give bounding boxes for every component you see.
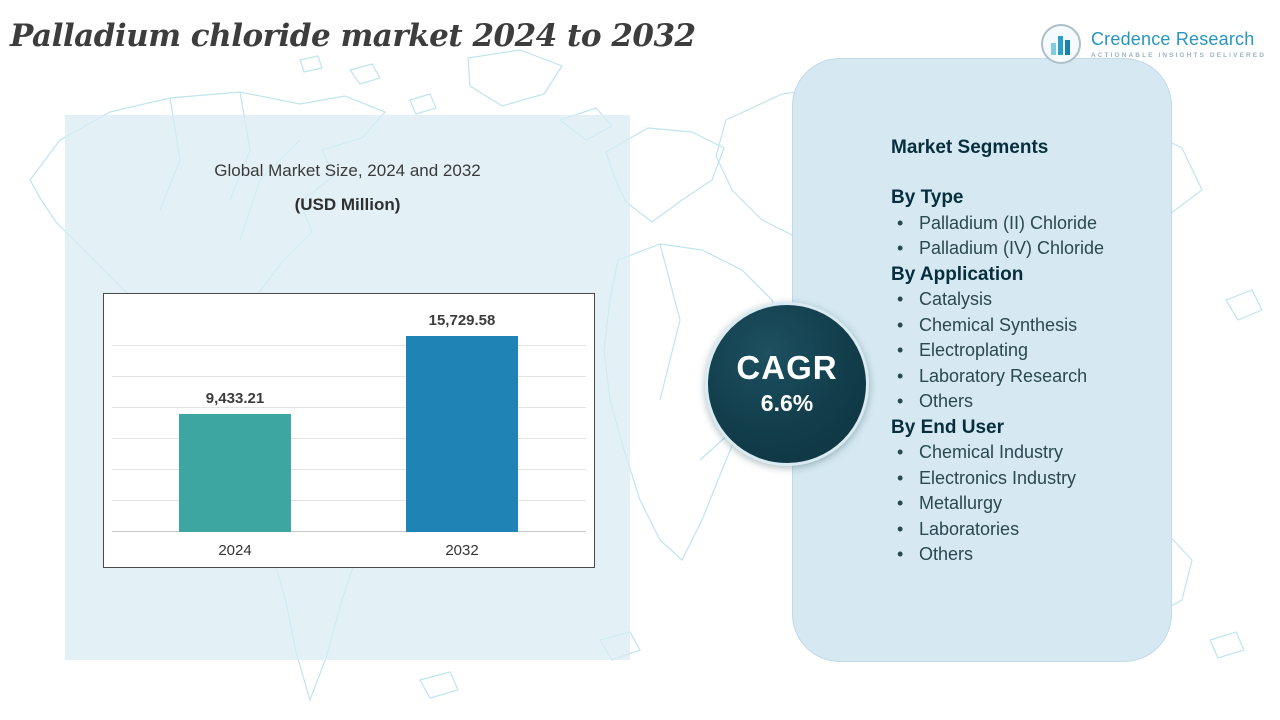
- bullet-icon: •: [897, 365, 904, 386]
- chart-panel: Global Market Size, 2024 and 2032 (USD M…: [65, 115, 630, 660]
- page-title: Palladium chloride market 2024 to 2032: [10, 18, 696, 54]
- segment-item-label: Electroplating: [919, 340, 1029, 360]
- segment-item: • Palladium (IV) Chloride: [891, 236, 1151, 262]
- segment-item: • Laboratory Research: [891, 364, 1151, 390]
- segment-item: • Chemical Industry: [891, 440, 1151, 466]
- bullet-icon: •: [897, 544, 904, 564]
- segment-item: • Metallurgy: [891, 491, 1151, 517]
- bullet-icon: •: [897, 442, 904, 462]
- brand-logo: Credence Research ACTIONABLE INSIGHTS DE…: [1039, 22, 1266, 66]
- segment-item-label: Catalysis: [919, 289, 993, 309]
- bullet-icon: •: [897, 212, 904, 233]
- segment-item-label: Chemical Synthesis: [919, 314, 1078, 335]
- bar-chart: 9,433.21 2024 15,729.58 2032: [103, 293, 595, 568]
- bar-value-2032: 15,729.58: [428, 312, 496, 329]
- segment-item-label: Palladium (IV) Chloride: [919, 238, 1105, 258]
- bullet-icon: •: [897, 493, 904, 513]
- segment-item: • Others: [891, 389, 1151, 415]
- bullet-icon: •: [897, 289, 904, 309]
- segment-item-label: Laboratories: [919, 518, 1020, 539]
- segment-item: • Others: [891, 542, 1151, 568]
- cagr-badge: CAGR 6.6%: [705, 302, 869, 466]
- chart-title: Global Market Size, 2024 and 2032: [214, 161, 481, 180]
- segment-group-label: By Type: [891, 187, 964, 208]
- segment-item-label: Electronics Industry: [919, 467, 1077, 488]
- cagr-value: 6.6%: [760, 389, 814, 416]
- bar-category-2024: 2024: [218, 542, 252, 559]
- bullet-icon: •: [897, 391, 904, 411]
- bullet-icon: •: [897, 314, 904, 335]
- segment-item: • Catalysis: [891, 287, 1151, 313]
- segment-group-label: By End User: [891, 416, 1004, 438]
- segments-list: By Type • Palladium (II) Chloride • Palladiu…: [891, 185, 1151, 568]
- segment-item: • Laboratories: [891, 517, 1151, 543]
- segment-group-label: By Application: [891, 263, 1024, 285]
- segment-item-label: Laboratory Research: [919, 365, 1088, 386]
- bullet-icon: •: [897, 340, 904, 360]
- logo-name: Credence Research: [1090, 29, 1255, 49]
- bar-category-2032: 2032: [445, 542, 479, 559]
- bar-2032: [406, 336, 518, 532]
- chart-baseline: [112, 531, 586, 532]
- segment-item: • Electronics Industry: [891, 466, 1151, 492]
- segment-item-label: Chemical Industry: [919, 442, 1064, 462]
- segments-heading: Market Segments: [891, 137, 1049, 158]
- bar-value-2024: 9,433.21: [205, 390, 265, 407]
- segment-item: • Palladium (II) Chloride: [891, 211, 1151, 237]
- segment-item-label: Palladium (II) Chloride: [919, 212, 1098, 233]
- chart-subtitle: (USD Million): [294, 195, 401, 214]
- bullet-icon: •: [897, 518, 904, 539]
- cagr-label: CAGR: [736, 349, 838, 387]
- segment-item-label: Metallurgy: [919, 493, 1003, 513]
- segment-item-label: Others: [919, 544, 974, 564]
- bullet-icon: •: [897, 238, 904, 258]
- segment-item: • Chemical Synthesis: [891, 313, 1151, 339]
- bullet-icon: •: [897, 467, 904, 488]
- segment-item: • Electroplating: [891, 338, 1151, 364]
- bar-2024: [179, 414, 291, 532]
- logo-tagline: ACTIONABLE INSIGHTS DELIVERED: [1090, 52, 1266, 59]
- segment-item-label: Others: [919, 391, 974, 411]
- logo-chart-icon: [1040, 24, 1081, 64]
